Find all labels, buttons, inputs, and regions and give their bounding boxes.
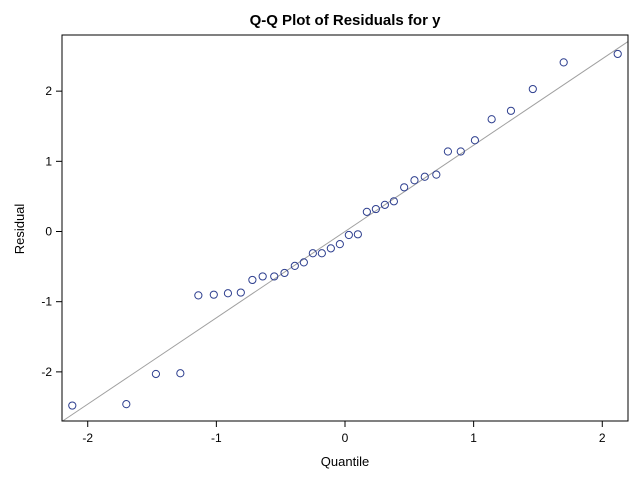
data-point <box>400 183 409 192</box>
data-point <box>248 275 257 285</box>
data-point <box>270 272 279 281</box>
data-point <box>371 204 380 214</box>
x-tick-label: -2 <box>82 431 93 445</box>
data-point <box>559 58 568 67</box>
data-point <box>317 249 326 258</box>
data-point <box>290 261 299 270</box>
data-point <box>299 258 308 267</box>
x-tick-label: 1 <box>470 431 477 445</box>
x-tick-label: 2 <box>599 431 606 445</box>
data-point <box>470 136 480 145</box>
data-point <box>353 230 362 239</box>
data-point <box>176 369 185 378</box>
data-point <box>326 244 335 253</box>
x-axis-label: Quantile <box>321 454 369 469</box>
y-axis-label: Residual <box>12 204 27 255</box>
data-point <box>122 400 131 409</box>
reference-line <box>62 41 629 422</box>
plot-frame <box>61 34 629 422</box>
data-point <box>194 291 203 300</box>
data-point <box>410 176 419 185</box>
data-point <box>280 268 289 278</box>
data-point <box>528 84 537 94</box>
data-point <box>380 200 389 209</box>
ticks-layer: -2 -1 0 1 2 -2 -1 0 1 2 <box>41 84 606 445</box>
chart-title: Q-Q Plot of Residuals for y <box>250 12 442 29</box>
x-tick-label: -1 <box>211 431 222 445</box>
y-tick-label: 2 <box>45 84 52 98</box>
data-point <box>389 197 398 206</box>
reference-line-layer <box>62 41 629 422</box>
data-point <box>420 172 429 181</box>
data-point <box>151 369 161 379</box>
y-tick-label: 0 <box>45 225 52 239</box>
y-tick-label: 1 <box>45 154 52 168</box>
data-point <box>209 290 218 299</box>
data-point <box>258 272 267 281</box>
data-point <box>335 240 344 249</box>
data-point <box>432 170 441 179</box>
data-point <box>308 249 317 258</box>
points-layer <box>68 49 622 410</box>
x-tick-label: 0 <box>342 431 349 445</box>
y-tick-label: -1 <box>41 295 52 309</box>
data-point <box>487 115 496 124</box>
data-point <box>613 49 622 59</box>
data-point <box>456 147 465 156</box>
data-point <box>223 289 233 298</box>
data-point <box>344 230 353 240</box>
data-point <box>236 288 245 297</box>
data-point <box>506 106 516 115</box>
data-point <box>362 207 371 216</box>
y-tick-label: -2 <box>41 365 52 379</box>
data-point <box>68 401 77 410</box>
data-point <box>443 147 453 156</box>
